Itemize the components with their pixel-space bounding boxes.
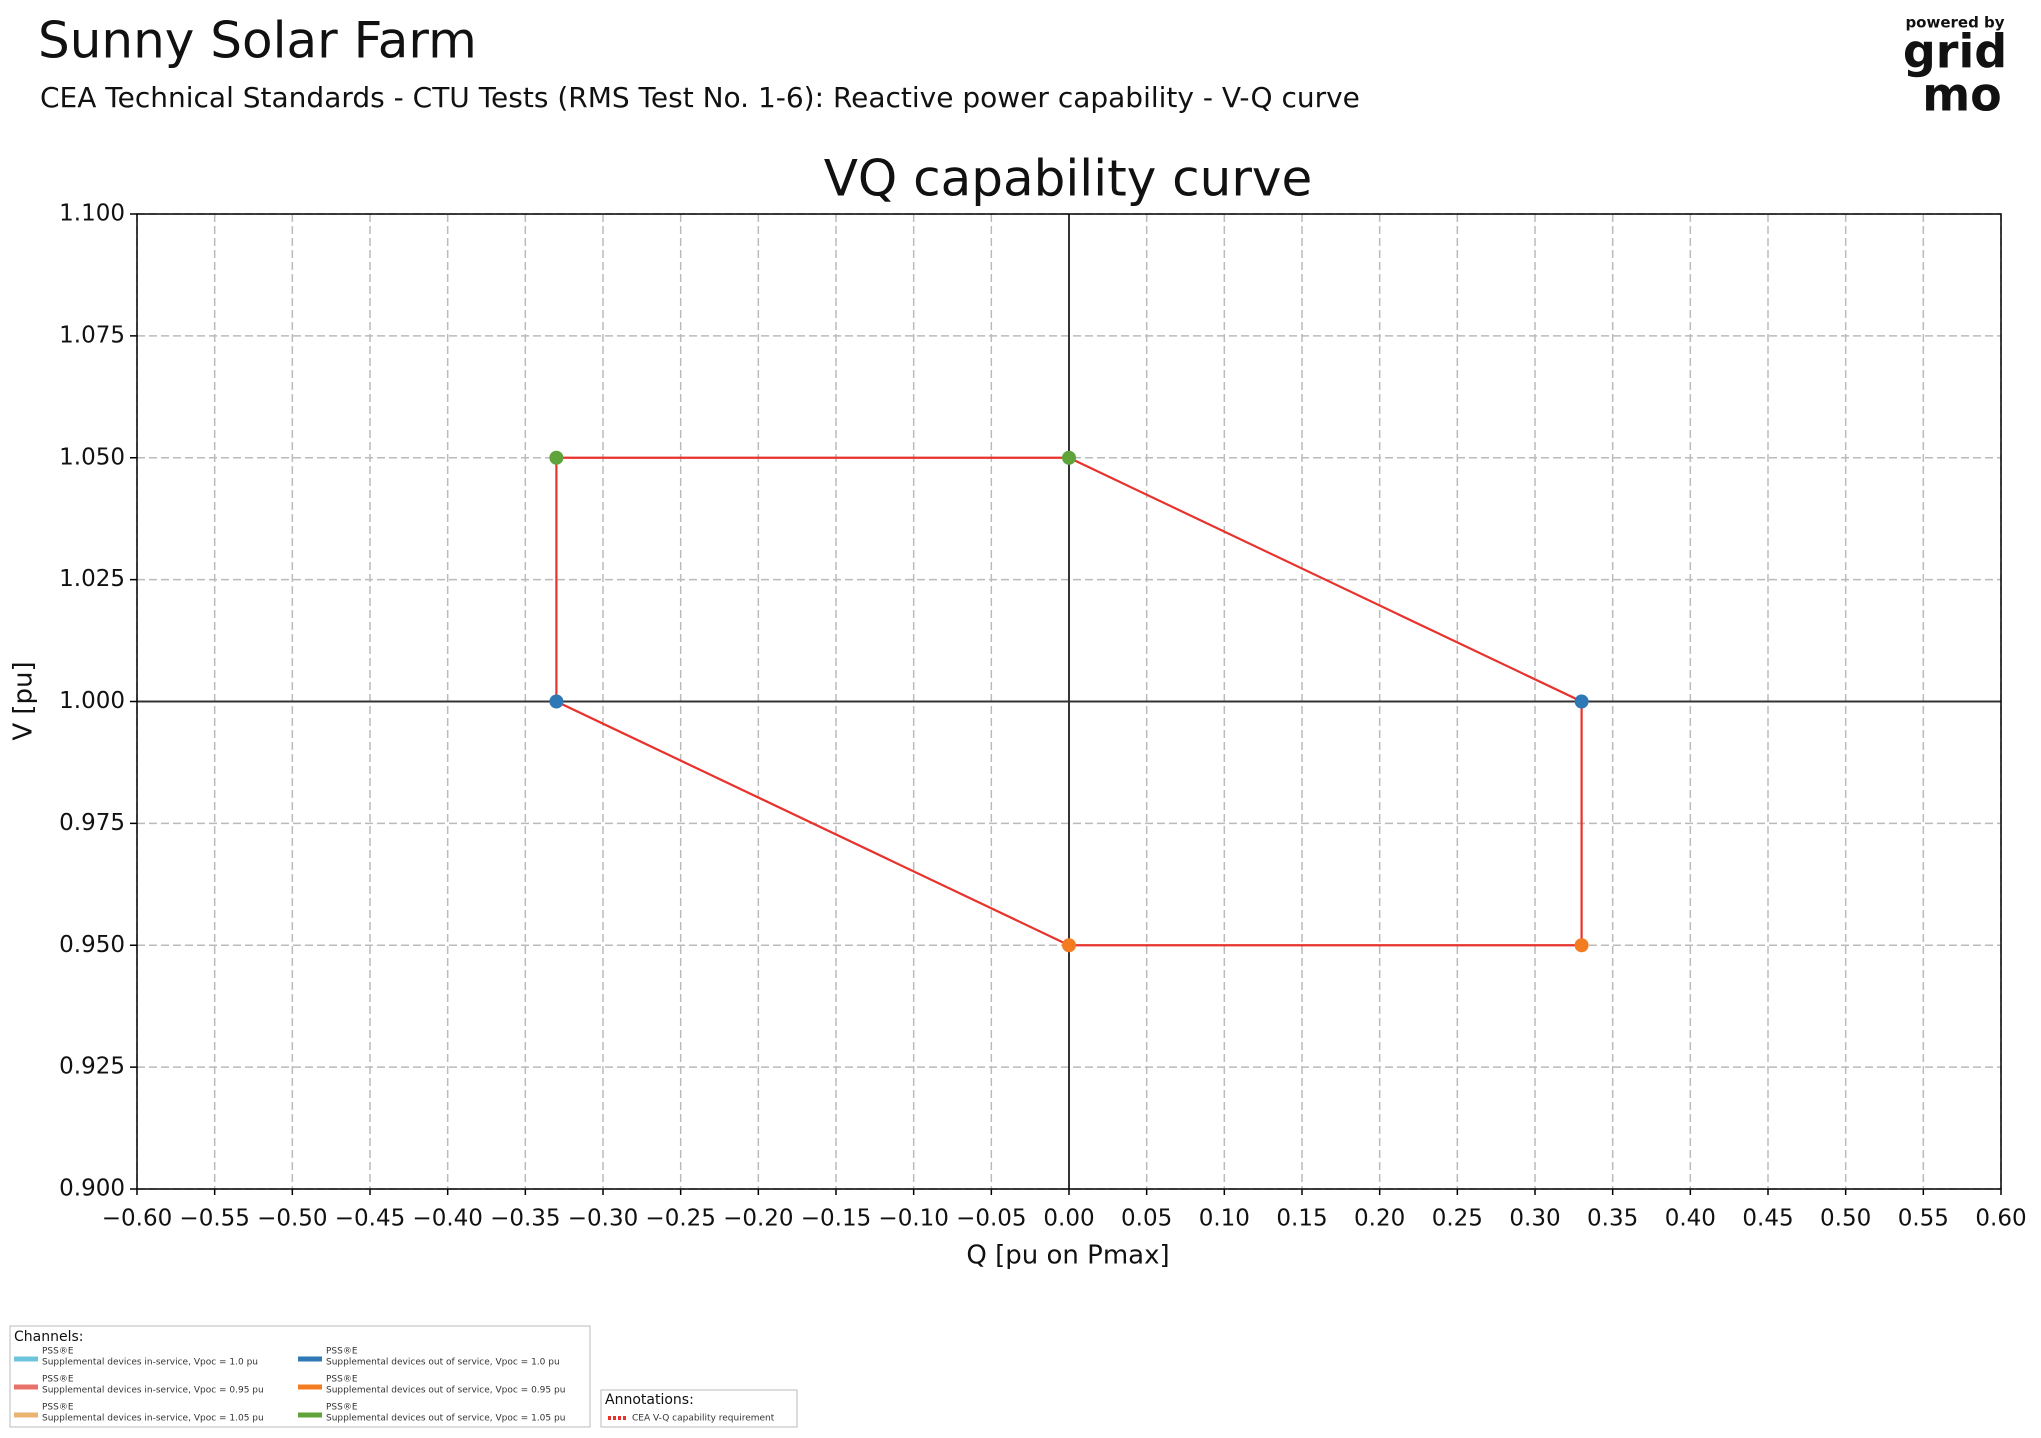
y-tick-label: 1.050 (59, 444, 125, 470)
x-tick-label: 0.50 (1820, 1206, 1871, 1232)
x-axis-label: Q [pu on Pmax] (966, 1241, 1169, 1271)
legend-source: PSS®E (42, 1403, 74, 1413)
plot-frame (136, 213, 2002, 1190)
x-tick-label: 0.55 (1898, 1206, 1949, 1232)
legend-title: Channels: (14, 1329, 84, 1345)
x-tick-label: −0.35 (490, 1206, 560, 1232)
logo-line2: mo (1922, 68, 2002, 122)
annotations-title: Annotations: (605, 1392, 694, 1408)
x-tick-label: 0.10 (1199, 1206, 1250, 1232)
page-title: Sunny Solar Farm (38, 12, 477, 70)
x-tick-label: 0.15 (1276, 1206, 1327, 1232)
x-tick-label: 0.60 (1975, 1206, 2026, 1232)
point (1062, 938, 1076, 953)
legend-source: PSS®E (42, 1375, 74, 1385)
x-tick-label: −0.55 (179, 1206, 249, 1232)
y-tick-label: 0.975 (59, 810, 125, 836)
point (549, 450, 564, 465)
logo-line1: grid (1903, 25, 2007, 79)
y-tick-label: 0.900 (59, 1176, 125, 1202)
x-tick-label: 0.40 (1665, 1206, 1716, 1232)
legend-label: Supplemental devices in-service, Vpoc = … (42, 1414, 264, 1424)
point (1574, 694, 1589, 709)
legend-label: CEA V-Q capability requirement (632, 1414, 775, 1424)
x-tick-label: 0.30 (1509, 1206, 1560, 1232)
x-tick-label: 0.35 (1587, 1206, 1638, 1232)
y-tick-label: 0.950 (59, 932, 125, 958)
x-tick-label: −0.20 (723, 1206, 793, 1232)
legend-source: PSS®E (326, 1375, 358, 1385)
legend-source: PSS®E (326, 1403, 358, 1413)
legend-source: PSS®E (326, 1347, 358, 1357)
x-tick-label: −0.50 (257, 1206, 327, 1232)
x-tick-label: −0.30 (568, 1206, 638, 1232)
x-tick-label: −0.10 (878, 1206, 948, 1232)
y-tick-label: 0.925 (59, 1054, 125, 1080)
legend-label: Supplemental devices out of service, Vpo… (326, 1414, 565, 1424)
legend-label: Supplemental devices out of service, Vpo… (326, 1358, 560, 1368)
annotations-legend-box (600, 1389, 798, 1428)
legend-source: PSS®E (42, 1347, 74, 1357)
legend-label: Supplemental devices in-service, Vpoc = … (42, 1358, 258, 1368)
y-axis-label: V [pu] (9, 661, 39, 740)
point (1062, 450, 1076, 465)
legend-label: Supplemental devices in-service, Vpoc = … (42, 1386, 264, 1396)
point (549, 694, 564, 709)
page-subtitle: CEA Technical Standards - CTU Tests (RMS… (40, 81, 1360, 114)
x-tick-label: 0.05 (1121, 1206, 1172, 1232)
x-tick-label: 0.00 (1043, 1206, 1094, 1232)
y-tick-label: 1.100 (59, 201, 125, 227)
y-tick-label: 1.025 (59, 566, 125, 592)
chart-title: VQ capability curve (824, 150, 1313, 208)
x-tick-label: −0.05 (956, 1206, 1026, 1232)
x-tick-label: −0.15 (801, 1206, 871, 1232)
x-tick-label: −0.40 (412, 1206, 482, 1232)
logo-top: powered by (1905, 14, 2004, 32)
x-tick-label: −0.60 (102, 1206, 172, 1232)
channels-legend-box (9, 1325, 591, 1428)
x-tick-label: 0.45 (1742, 1206, 1793, 1232)
y-tick-label: 1.075 (59, 322, 125, 348)
x-tick-label: 0.20 (1354, 1206, 1405, 1232)
x-tick-label: −0.45 (335, 1206, 405, 1232)
y-tick-label: 1.000 (59, 688, 125, 714)
x-tick-label: −0.25 (645, 1206, 715, 1232)
point (1574, 938, 1589, 953)
x-tick-label: 0.25 (1432, 1206, 1483, 1232)
legend-label: Supplemental devices out of service, Vpo… (326, 1386, 565, 1396)
